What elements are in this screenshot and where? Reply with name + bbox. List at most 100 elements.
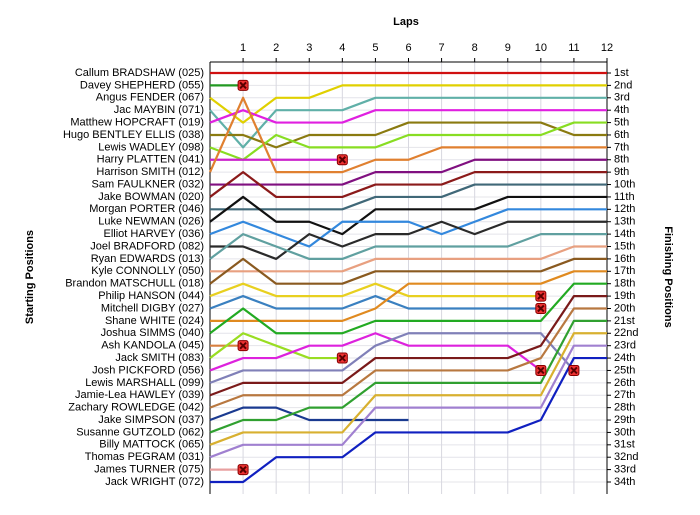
- retired-marker: [237, 464, 249, 476]
- y2-tick-label: 19th: [614, 290, 635, 302]
- x-tick-label: 1: [240, 42, 246, 54]
- driver-line: [210, 356, 607, 484]
- driver-label: Jake BOWMAN (020): [98, 191, 204, 203]
- driver-label: Brandon MATSCHULL (018): [65, 278, 204, 290]
- retired-marker-cross: [537, 366, 545, 375]
- retired-marker-cross: [537, 304, 545, 313]
- x-tick-label: 11: [568, 42, 579, 54]
- driver-line: [209, 332, 575, 384]
- y2-tick-label: 31st: [614, 439, 635, 451]
- driver-line: [210, 121, 607, 149]
- retired-marker: [237, 79, 249, 91]
- y2-tick-label: 30th: [614, 426, 635, 438]
- driver-label: Philip HANSON (044): [98, 290, 204, 302]
- y2-tick-label: 23rd: [614, 340, 636, 352]
- x-tick-label: 2: [273, 42, 279, 54]
- driver-label: Jac MAYBIN (071): [114, 104, 204, 116]
- driver-label: Billy MATTOCK (065): [99, 439, 204, 451]
- x-tick-label: 12: [601, 42, 613, 54]
- driver-line: [209, 96, 607, 149]
- driver-line: [209, 332, 542, 372]
- driver-label: Jake SIMPSON (037): [98, 414, 204, 426]
- driver-line: [209, 294, 541, 310]
- driver-line: [209, 109, 607, 124]
- y2-tick-label: 14th: [614, 228, 635, 240]
- driver-line: [210, 220, 607, 261]
- driver-label: Jamie-Lea HAWLEY (039): [75, 389, 204, 401]
- driver-line: [210, 245, 607, 273]
- x-tick-label: 7: [439, 42, 445, 54]
- driver-line: [209, 171, 607, 199]
- driver-line: [210, 270, 607, 322]
- y2-tick-label: 3rd: [614, 92, 630, 104]
- y2-tick-label: 29th: [614, 414, 635, 426]
- y2-tick-label: 34th: [614, 476, 635, 488]
- driver-line: [209, 294, 607, 397]
- y2-tick-label: 8th: [614, 154, 629, 166]
- x-tick-label: 6: [405, 42, 411, 54]
- driver-label: Joshua SIMMS (040): [101, 327, 204, 339]
- retired-marker: [336, 352, 348, 364]
- y2-axis-title: Finishing Positions: [662, 226, 674, 327]
- retired-marker-cross: [239, 465, 247, 474]
- driver-line: [210, 158, 607, 186]
- y2-tick-label: 4th: [614, 104, 629, 116]
- y2-tick-label: 9th: [614, 166, 629, 178]
- y2-tick-label: 24th: [614, 352, 635, 364]
- retired-marker: [535, 290, 547, 302]
- driver-label: Hugo BENTLEY ELLIS (038): [63, 129, 204, 141]
- driver-line: [208, 96, 607, 174]
- y2-tick-label: 26th: [614, 377, 635, 389]
- y2-tick-label: 7th: [614, 141, 629, 153]
- driver-label: Josh PICKFORD (056): [92, 364, 204, 376]
- y2-tick-label: 33rd: [614, 464, 636, 476]
- y2-tick-label: 11th: [614, 191, 635, 203]
- driver-line: [209, 406, 409, 422]
- driver-label: Susanne GUTZOLD (062): [76, 426, 204, 438]
- chart-title: Laps: [393, 16, 419, 28]
- driver-line: [209, 344, 607, 459]
- x-tick-label: 8: [472, 42, 478, 54]
- driver-line: [209, 257, 607, 285]
- x-tick-label: 10: [535, 42, 547, 54]
- driver-label: Luke NEWMAN (026): [98, 216, 204, 228]
- driver-line: [209, 208, 607, 248]
- y2-tick-label: 15th: [614, 240, 635, 252]
- driver-line: [209, 84, 607, 124]
- driver-line: [209, 195, 607, 236]
- y2-tick-label: 27th: [614, 389, 635, 401]
- y-axis-title: Starting Positions: [24, 230, 36, 324]
- driver-line: [209, 332, 343, 360]
- driver-label: Thomas PEGRAM (031): [85, 451, 204, 463]
- x-tick-label: 9: [505, 42, 511, 54]
- retired-marker-cross: [239, 341, 247, 350]
- driver-label: Ryan EDWARDS (013): [91, 253, 204, 265]
- x-tick-label: 4: [339, 42, 345, 54]
- driver-line: [209, 282, 541, 298]
- retired-marker-cross: [570, 366, 578, 375]
- y2-tick-label: 17th: [614, 265, 635, 277]
- driver-line: [209, 233, 607, 261]
- y2-tick-label: 22nd: [614, 327, 638, 339]
- retired-marker: [237, 340, 249, 352]
- y2-tick-label: 20th: [614, 302, 635, 314]
- y2-tick-label: 1st: [614, 67, 629, 79]
- y2-tick-label: 5th: [614, 116, 629, 128]
- driver-label: Shane WHITE (024): [105, 315, 204, 327]
- retired-marker: [568, 364, 580, 376]
- driver-label: Sam FAULKNER (032): [92, 178, 204, 190]
- y2-tick-label: 21st: [614, 315, 635, 327]
- driver-label: Lewis WADLEY (098): [98, 141, 204, 153]
- y2-tick-label: 32nd: [614, 451, 638, 463]
- x-tick-label: 5: [372, 42, 378, 54]
- retired-marker: [535, 364, 547, 376]
- retired-marker-cross: [537, 292, 545, 300]
- driver-label: Jack SMITH (083): [115, 352, 204, 364]
- y2-tick-label: 10th: [614, 178, 635, 190]
- y2-tick-label: 16th: [614, 253, 635, 265]
- retired-marker: [535, 302, 547, 314]
- y2-tick-label: 2nd: [614, 79, 632, 91]
- driver-label: Ash KANDOLA (045): [101, 340, 204, 352]
- driver-label: Joel BRADFORD (082): [90, 240, 204, 252]
